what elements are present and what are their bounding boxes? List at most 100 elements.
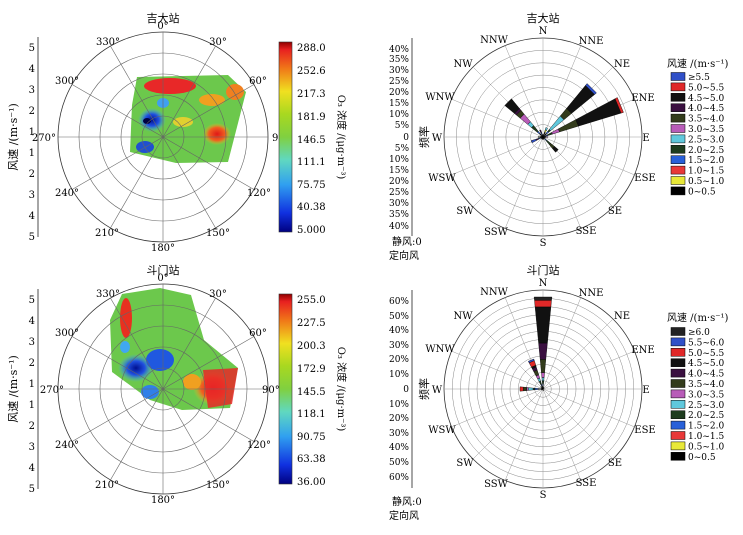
r-tick: 3 (29, 337, 35, 348)
direction-label: NNE (579, 288, 604, 299)
rose-bars (519, 296, 553, 392)
rose-segment (534, 300, 552, 308)
angle-label: 300° (55, 328, 79, 339)
legend-swatch (670, 358, 686, 367)
rose-spoke (542, 136, 635, 176)
direction-labels: N NNE NE ENE E ESE SE SSE S SSW SW WSW W… (425, 26, 655, 249)
colorbar: 288.0 252.6 217.3 181.9 146.5 111.1 75.7… (278, 41, 348, 236)
y-tick: 60% (389, 473, 409, 483)
heat-blob (120, 298, 132, 338)
rose-spoke (504, 136, 544, 229)
legend-swatch (670, 186, 686, 196)
rose-segment (585, 83, 597, 95)
calm-label: 静风:0 (392, 235, 422, 248)
legend-label: 1.5~2.0 (688, 156, 724, 166)
cold-blob (138, 108, 166, 132)
direction-label: E (642, 385, 649, 396)
y-axis-label: 频率 (417, 378, 431, 400)
heat-blob (226, 84, 244, 100)
angle-label: 150° (206, 228, 230, 239)
y-tick: 15% (389, 166, 409, 176)
y-tick: 5% (395, 144, 410, 154)
legend-swatch (670, 176, 686, 185)
legend-label: 2.5~3.0 (688, 135, 724, 145)
y-tick: 10% (389, 400, 409, 410)
rose-segment (528, 387, 534, 391)
cold-blob (120, 341, 130, 353)
legend-title: 风速 /(m·s⁻¹) (667, 312, 729, 324)
legend-swatch (670, 134, 686, 144)
rose-segment (530, 138, 537, 144)
legend-label: 1.5~2.0 (688, 422, 724, 432)
angle-label: 270° (32, 133, 56, 144)
rose-segment (538, 342, 548, 360)
legend-label: 5.0~5.5 (688, 349, 724, 359)
r-tick: 4 (29, 64, 35, 75)
direction-label: WSW (428, 425, 456, 436)
y-tick: 20% (389, 177, 409, 187)
legend-label: 3.5~4.0 (688, 380, 724, 390)
rose-segment (504, 98, 520, 114)
rose-segment (542, 136, 545, 140)
legend-label: 0.5~1.0 (688, 442, 724, 452)
legend-title: 风速 /(m·s⁻¹) (667, 58, 729, 70)
panel-doumen-heatmap: 斗门站 0° 30° 60° 90° 120° 150° 180° (7, 263, 348, 506)
rose-spoke (542, 318, 614, 390)
legend-swatch (670, 124, 686, 133)
legend-swatch (670, 400, 686, 409)
angle-label: 60° (249, 76, 267, 87)
y-tick: 40% (389, 326, 409, 336)
direction-label: E (642, 133, 649, 144)
y-tick: 30% (389, 429, 409, 439)
cold-blob (143, 118, 151, 124)
colorbar-tick: 63.38 (297, 454, 326, 465)
rose-segment (541, 372, 545, 378)
rose-segment (532, 387, 535, 391)
colorbar-label: O₃ 浓度 /(μg·m⁻³) (335, 95, 348, 180)
legend-swatch (670, 113, 686, 123)
rose-spoke (504, 388, 544, 481)
legend-label: 4.5~5.0 (688, 359, 724, 369)
r-tick: 1 (29, 379, 35, 390)
y-tick: 30% (389, 66, 409, 76)
direction-label: WNW (425, 344, 455, 355)
panel-jida-windrose: 吉大站 N NNE NE ENE E ESE SE SSE S SSW SW W… (389, 11, 729, 262)
heat-blob (183, 374, 201, 390)
rose-segment (540, 386, 543, 389)
angle-label: 180° (151, 495, 175, 506)
legend-swatch (670, 348, 686, 357)
rose-spoke (472, 318, 544, 390)
y-tick: 40% (389, 45, 409, 55)
heatmap-field (110, 288, 238, 410)
y-tick: 20% (389, 355, 409, 365)
r-axis-label: 风速 /(m·s⁻¹) (7, 103, 20, 171)
heat-blob (144, 78, 196, 94)
colorbar-tick: 200.3 (297, 341, 326, 352)
y-tick: 10% (389, 155, 409, 165)
legend-label: 3.0~3.5 (688, 125, 724, 135)
legend-label: 5.5~6.0 (688, 338, 724, 348)
colorbar-tick: 146.5 (297, 135, 326, 146)
y-axis-label: 频率 (417, 126, 431, 148)
angle-label: 210° (95, 228, 119, 239)
colorbar: 255.0 227.5 200.3 172.9 145.5 118.1 90.7… (278, 293, 348, 488)
legend-swatch (670, 431, 686, 440)
colorbar-tick: 111.1 (297, 157, 326, 168)
panel-title: 斗门站 (147, 263, 180, 277)
legend-label: ≥5.5 (688, 73, 710, 83)
r-tick: 2 (29, 106, 35, 117)
direction-label: S (540, 490, 547, 501)
direction-label: WNW (425, 92, 455, 103)
heatmap-field (130, 75, 246, 163)
direction-label: N (539, 278, 548, 289)
rose-spoke (542, 388, 614, 460)
calm-label: 定向风 (389, 509, 419, 522)
legend-swatch (670, 452, 686, 461)
angle-label: 30° (209, 289, 227, 300)
colorbar-tick: 5.000 (297, 225, 326, 236)
legend-swatch (670, 155, 686, 164)
legend-label: 4.5~5.0 (688, 94, 724, 104)
legend-label: 0.5~1.0 (688, 177, 724, 187)
rose-spoke (451, 388, 544, 428)
y-tick: 60% (389, 297, 409, 307)
